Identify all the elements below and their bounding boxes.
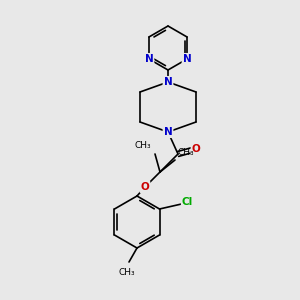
- Text: N: N: [164, 77, 172, 87]
- Text: Cl: Cl: [182, 197, 193, 207]
- Text: N: N: [145, 54, 153, 64]
- Text: N: N: [164, 127, 172, 137]
- Text: O: O: [192, 144, 200, 154]
- Text: CH₃: CH₃: [134, 141, 151, 150]
- Text: CH₃: CH₃: [178, 148, 195, 157]
- Text: CH₃: CH₃: [119, 268, 135, 277]
- Text: N: N: [183, 54, 191, 64]
- Text: O: O: [141, 182, 149, 192]
